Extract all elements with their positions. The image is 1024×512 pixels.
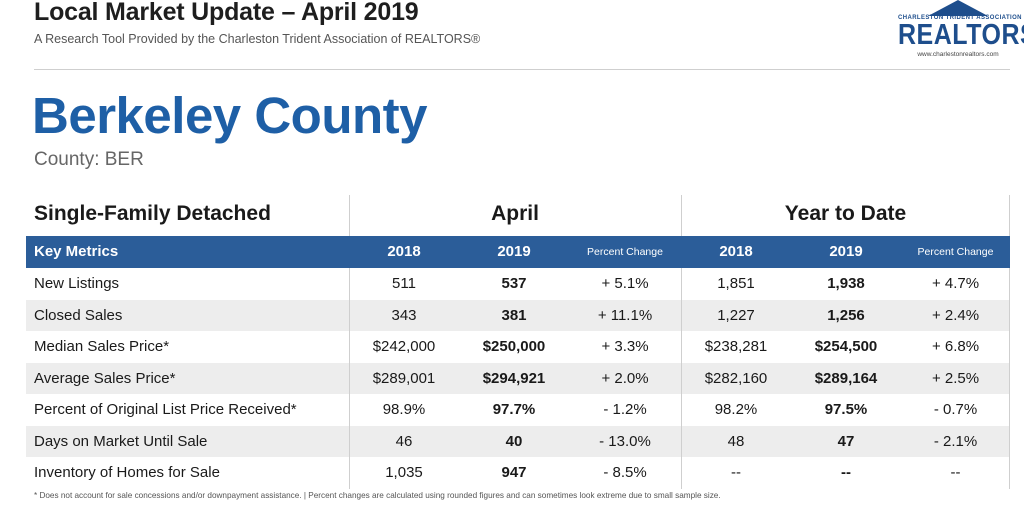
cell-metric: Days on Market Until Sale — [34, 432, 208, 450]
column-divider — [1009, 195, 1010, 236]
column-divider — [349, 268, 350, 489]
cell-ytd-2018: -- — [731, 464, 741, 481]
cell-april-2018: 98.9% — [382, 401, 426, 418]
cell-metric: Inventory of Homes for Sale — [34, 464, 220, 481]
logo-url: www.charlestonrealtors.com — [917, 51, 999, 58]
cell-april-2018: 1,035 — [385, 464, 423, 481]
column-divider — [681, 195, 682, 236]
property-type-heading: Single-Family Detached — [34, 202, 271, 225]
realtors-logo: CHARLESTON TRIDENT ASSOCIATION OF REALTO… — [898, 0, 1024, 62]
cell-april-2018: $289,001 — [372, 369, 436, 387]
column-divider — [1009, 268, 1010, 489]
column-header-ytd-2018: 2018 — [719, 243, 753, 260]
cell-april-pct: + 2.0% — [601, 369, 649, 387]
cell-april-2018: 46 — [395, 432, 413, 450]
cell-ytd-2019: 1,256 — [827, 306, 865, 324]
cell-ytd-2019: 1,938 — [827, 275, 865, 292]
table-row: Days on Market Until Sale 46 40 - 13.0% 48 47… — [26, 425, 1010, 457]
logo-association-text: CHARLESTON TRIDENT ASSOCIATION OF — [898, 15, 1024, 21]
column-header-key-metrics: Key Metrics — [34, 243, 119, 260]
table-row: New Listings 511 537 + 5.1% 1,851 1,938 + 4.7% — [26, 268, 1010, 300]
cell-ytd-2018: 48 — [727, 432, 745, 450]
cell-ytd-2019: 47 — [837, 432, 855, 450]
cell-april-2019: 381 — [501, 306, 527, 324]
cell-april-2019: $294,921 — [482, 369, 546, 387]
page-title: Local Market Update – April 2019 — [34, 0, 419, 26]
cell-april-2019: 947 — [501, 464, 527, 481]
roof-icon — [928, 0, 988, 16]
table-group-header: Single-Family Detached April Year to Dat… — [26, 195, 1010, 236]
column-divider — [349, 195, 350, 236]
column-header-ytd-2019: 2019 — [829, 243, 863, 260]
cell-ytd-pct: + 2.4% — [931, 306, 980, 324]
cell-ytd-pct: + 4.7% — [931, 275, 980, 292]
metrics-table: Single-Family Detached April Year to Dat… — [26, 195, 1010, 489]
header-divider — [34, 69, 1010, 70]
cell-metric: Closed Sales — [34, 306, 123, 324]
cell-april-2019: 97.7% — [492, 401, 536, 418]
cell-ytd-2018: 1,227 — [717, 306, 755, 324]
cell-april-2018: 343 — [391, 306, 417, 324]
column-header-april-2018: 2018 — [387, 243, 421, 260]
cell-april-2019: 537 — [501, 275, 527, 292]
cell-ytd-2018: $282,160 — [704, 369, 768, 387]
cell-metric: Average Sales Price* — [34, 369, 176, 387]
table-body: New Listings 511 537 + 5.1% 1,851 1,938 + 4.7%… — [26, 268, 1010, 489]
column-header-april-pct: Percent Change — [587, 246, 663, 258]
logo-wordmark: REALTORS® — [898, 19, 1024, 52]
cell-metric: Median Sales Price* — [34, 338, 170, 355]
cell-ytd-2018: 1,851 — [717, 275, 755, 292]
cell-ytd-2019: $254,500 — [814, 338, 878, 355]
cell-april-2019: $250,000 — [482, 338, 546, 355]
cell-ytd-2019: 97.5% — [824, 401, 868, 418]
page-subtitle: A Research Tool Provided by the Charlest… — [34, 32, 481, 46]
table-row: Inventory of Homes for Sale 1,035 947 - 8.5… — [26, 457, 1010, 489]
cell-april-pct: - 1.2% — [603, 401, 647, 418]
table-row: Median Sales Price* $242,000 $250,000 + 3.3… — [26, 331, 1010, 363]
cell-april-pct: + 3.3% — [601, 338, 649, 355]
cell-ytd-pct: -- — [950, 464, 961, 481]
footnote: * Does not account for sale concessions … — [34, 491, 721, 500]
column-header-ytd-pct: Percent Change — [917, 246, 994, 258]
cell-april-2019: 40 — [505, 432, 523, 450]
cell-april-pct: + 11.1% — [597, 306, 653, 324]
table-row: Percent of Original List Price Received*… — [26, 394, 1010, 426]
cell-ytd-pct: + 6.8% — [931, 338, 980, 355]
table-row: Average Sales Price* $289,001 $294,921 + 2.… — [26, 362, 1010, 394]
cell-ytd-pct: - 0.7% — [933, 401, 978, 418]
cell-ytd-2018: $238,281 — [704, 338, 768, 355]
cell-ytd-2019: $289,164 — [814, 369, 878, 387]
table-row: Closed Sales 343 381 + 11.1% 1,227 1,256 + 2.4… — [26, 299, 1010, 331]
group-heading-ytd: Year to Date — [784, 202, 907, 225]
cell-ytd-pct: + 2.5% — [931, 369, 980, 387]
cell-april-pct: + 5.1% — [601, 275, 649, 292]
county-title: Berkeley County — [32, 87, 427, 144]
cell-metric: New Listings — [34, 275, 120, 292]
cell-april-2018: $242,000 — [372, 338, 436, 355]
cell-april-pct: - 8.5% — [603, 464, 647, 481]
column-header-row: Key Metrics 2018 2019 Percent Change 201… — [26, 236, 1010, 268]
logo-wordmark-text: REALTORS — [898, 18, 1024, 52]
cell-april-2018: 511 — [392, 275, 416, 292]
group-heading-month: April — [491, 202, 539, 225]
cell-ytd-2018: 98.2% — [714, 401, 758, 418]
cell-april-pct: - 13.0% — [599, 432, 651, 450]
county-code: County: BER — [34, 149, 144, 170]
column-divider — [681, 268, 682, 489]
cell-metric: Percent of Original List Price Received* — [34, 401, 297, 418]
cell-ytd-2019: -- — [841, 464, 851, 481]
cell-ytd-pct: - 2.1% — [933, 432, 978, 450]
column-header-april-2019: 2019 — [497, 243, 531, 260]
